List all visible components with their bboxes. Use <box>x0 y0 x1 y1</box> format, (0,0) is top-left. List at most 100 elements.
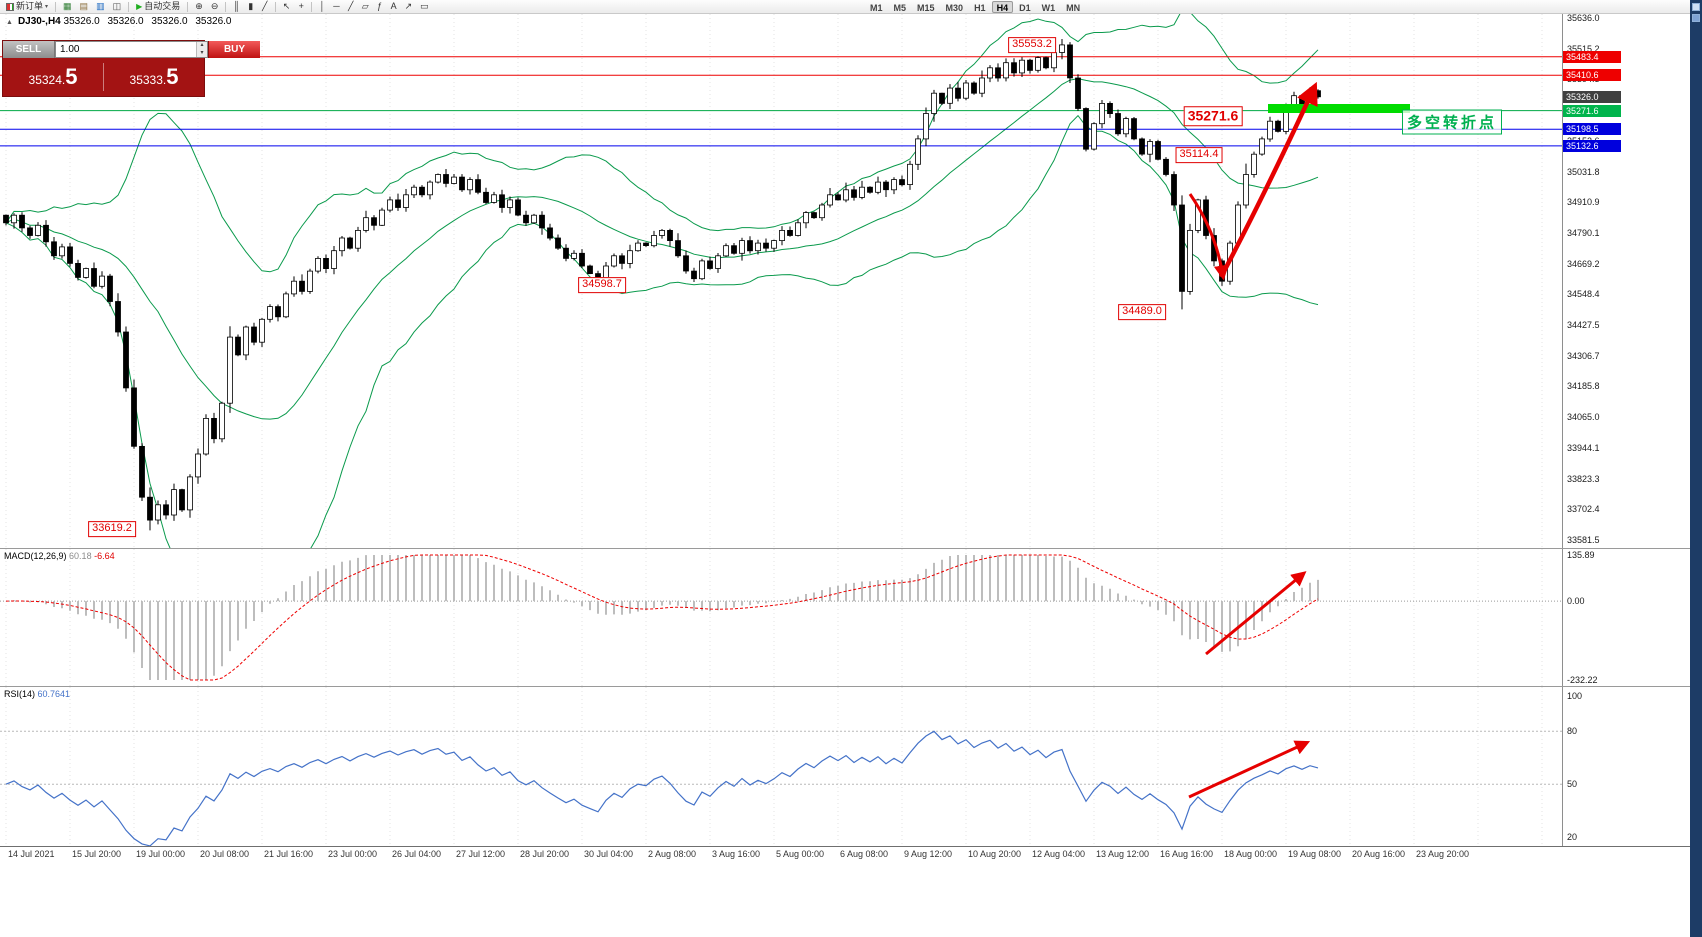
sell-button[interactable]: SELL <box>3 41 55 58</box>
price-annotation[interactable]: 34598.7 <box>578 277 626 293</box>
timeframe-button-h4[interactable]: H4 <box>991 1 1014 13</box>
timeframe-button-m1[interactable]: M1 <box>865 1 888 13</box>
auto-trading-button[interactable]: ▶ 自动交易 <box>132 1 184 13</box>
price-axis[interactable]: 35636.035515.235394.335273.535152.635031… <box>1563 13 1690 548</box>
price-annotation[interactable]: 35553.2 <box>1008 37 1056 53</box>
channel-button[interactable]: ▱ <box>358 1 373 13</box>
cursor-button[interactable]: ↖ <box>279 1 295 13</box>
fibonacci-button[interactable]: ƒ <box>373 1 387 13</box>
price-annotation[interactable]: 34489.0 <box>1118 304 1166 320</box>
price-annotation[interactable]: 35271.6 <box>1183 106 1243 126</box>
crosshair-button[interactable]: + <box>294 1 308 13</box>
buy-price[interactable]: 35333.5 <box>129 64 179 89</box>
price-axis-label: 34790.1 <box>1567 227 1600 238</box>
time-axis-label: 23 Aug 20:00 <box>1416 849 1470 859</box>
panel-toggle-icon[interactable] <box>1692 3 1700 11</box>
volume-down-button[interactable]: ▾ <box>197 49 207 57</box>
text-button[interactable]: A <box>387 1 401 13</box>
line-chart-icon: ╱ <box>262 1 268 11</box>
price-annotation[interactable]: 35114.4 <box>1175 147 1223 163</box>
bollinger-lower-line <box>5 114 1319 548</box>
profiles-button[interactable]: ▤ <box>76 1 93 13</box>
expand-icon[interactable]: ▲ <box>6 19 13 26</box>
price-axis-label: 34910.9 <box>1567 197 1600 208</box>
toolbar: 新订单 ▾ ▦ ▤ ▥ ◫ ▶ 自动交易 ⊕ ⊖ ║ ▮ ╱ ↖ + │ ─ ╱ ▱ ƒ A ↗ ▭ M1 M… <box>0 0 1690 14</box>
crosshair-icon: + <box>298 1 304 11</box>
time-axis-label: 30 Jul 04:00 <box>584 849 634 859</box>
price-tag: 35132.6 <box>1563 139 1621 152</box>
timeframe-button-d1[interactable]: D1 <box>1014 1 1036 13</box>
timeframe-toolbar: M1 M5 M15 M30 H1 H4 D1 W1 MN <box>865 1 1086 13</box>
macd-panel[interactable] <box>0 549 1562 686</box>
support-zone-highlight[interactable] <box>1268 104 1410 113</box>
sell-price[interactable]: 35324.5 <box>28 64 78 89</box>
new-chart-button[interactable]: ▦ <box>59 1 76 13</box>
toolbar-separator <box>55 1 57 12</box>
horizontal-line-button[interactable]: ─ <box>329 1 343 13</box>
macd-axis-label: -232.22 <box>1567 675 1598 685</box>
panel-toggle-icon-2[interactable] <box>1692 14 1700 22</box>
bar-chart-button[interactable]: ║ <box>229 1 243 13</box>
volume-input[interactable] <box>56 42 196 57</box>
timeframe-button-mn[interactable]: MN <box>1061 1 1085 13</box>
macd-axis-label: 0.00 <box>1567 596 1585 607</box>
horizontal-line-icon: ─ <box>333 1 340 11</box>
toolbar-separator <box>128 1 130 12</box>
candlestick-chart-icon: ▮ <box>248 1 254 11</box>
bar-chart-icon: ║ <box>233 1 240 11</box>
arrow-object-button[interactable]: ↗ <box>401 1 417 13</box>
price-axis-label: 35636.0 <box>1567 13 1600 23</box>
chart-symbol-label: ▲ DJ30-,H4 35326.0 35326.0 35326.0 35326.… <box>6 16 237 27</box>
bar-high: 35326.0 <box>107 16 144 27</box>
buy-button[interactable]: BUY <box>208 41 260 58</box>
trendline-button[interactable]: ╱ <box>344 1 358 13</box>
profiles-icon: ▤ <box>79 1 89 11</box>
turning-point-label[interactable]: 多空转折点 <box>1401 109 1503 135</box>
vertical-line-icon: │ <box>319 1 326 11</box>
time-axis-label: 20 Jul 08:00 <box>200 849 250 859</box>
bar-low: 35326.0 <box>151 16 188 27</box>
play-icon: ▶ <box>136 1 143 11</box>
new-order-icon <box>6 2 14 11</box>
price-axis-label: 34185.8 <box>1567 381 1600 392</box>
candlestick-chart-button[interactable]: ▮ <box>244 1 258 13</box>
rsi-line <box>5 730 1319 846</box>
zoom-in-icon: ⊕ <box>195 1 203 11</box>
time-axis[interactable]: 14 Jul 2021 15 Jul 20:00 19 Jul 00:00 20 Ju… <box>0 847 1690 863</box>
timeframe-button-h1[interactable]: H1 <box>969 1 991 13</box>
rsi-axis-label: 100 <box>1567 690 1583 701</box>
timeframe-button-m15[interactable]: M15 <box>912 1 940 13</box>
timeframe-button-w1[interactable]: W1 <box>1037 1 1061 13</box>
main-chart[interactable] <box>0 14 1562 548</box>
time-axis-label: 15 Jul 20:00 <box>72 849 122 859</box>
price-annotation[interactable]: 33619.2 <box>88 521 136 537</box>
price-axis-label: 33944.1 <box>1567 442 1600 453</box>
timeframe-button-m5[interactable]: M5 <box>889 1 912 13</box>
zoom-in-button[interactable]: ⊕ <box>191 1 207 13</box>
price-axis-label: 34427.5 <box>1567 320 1600 331</box>
time-axis-label: 3 Aug 16:00 <box>712 849 761 859</box>
fibonacci-icon: ƒ <box>377 1 383 11</box>
time-axis-label: 6 Aug 08:00 <box>840 849 889 859</box>
time-axis-label: 19 Jul 00:00 <box>136 849 186 859</box>
zoom-out-button[interactable]: ⊖ <box>207 1 223 13</box>
data-window-button[interactable]: ◫ <box>109 1 126 13</box>
market-watch-button[interactable]: ▥ <box>92 1 109 13</box>
volume-up-button[interactable]: ▴ <box>197 42 207 50</box>
timeframe-button-m30[interactable]: M30 <box>941 1 969 13</box>
macd-signal-line <box>5 554 1319 681</box>
time-axis-label: 10 Aug 20:00 <box>968 849 1022 859</box>
rsi-panel[interactable] <box>0 687 1562 846</box>
panel-separator[interactable] <box>0 548 1690 549</box>
line-chart-button[interactable]: ╱ <box>258 1 272 13</box>
market-watch-icon: ▥ <box>96 1 105 11</box>
shapes-button[interactable]: ▭ <box>416 1 433 13</box>
panel-separator[interactable] <box>0 686 1690 687</box>
price-tag: 35198.5 <box>1563 123 1621 136</box>
price-divider <box>103 63 104 91</box>
time-axis-label: 27 Jul 12:00 <box>456 849 506 859</box>
rsi-axis: 100 80 50 20 <box>1563 687 1690 846</box>
volume-field: ▴ ▾ <box>55 41 208 58</box>
vertical-line-button[interactable]: │ <box>315 1 329 13</box>
new-order-button[interactable]: 新订单 ▾ <box>2 1 52 13</box>
